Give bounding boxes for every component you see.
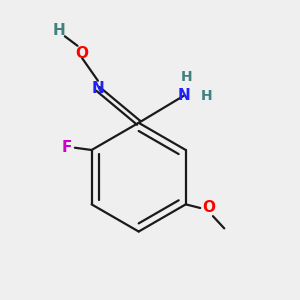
Text: H: H xyxy=(201,88,212,103)
Text: H: H xyxy=(180,70,192,84)
Text: O: O xyxy=(76,46,88,61)
Text: N: N xyxy=(92,81,104,96)
Text: F: F xyxy=(61,140,72,155)
Text: H: H xyxy=(53,23,66,38)
Text: O: O xyxy=(202,200,215,215)
Text: N: N xyxy=(178,88,190,103)
